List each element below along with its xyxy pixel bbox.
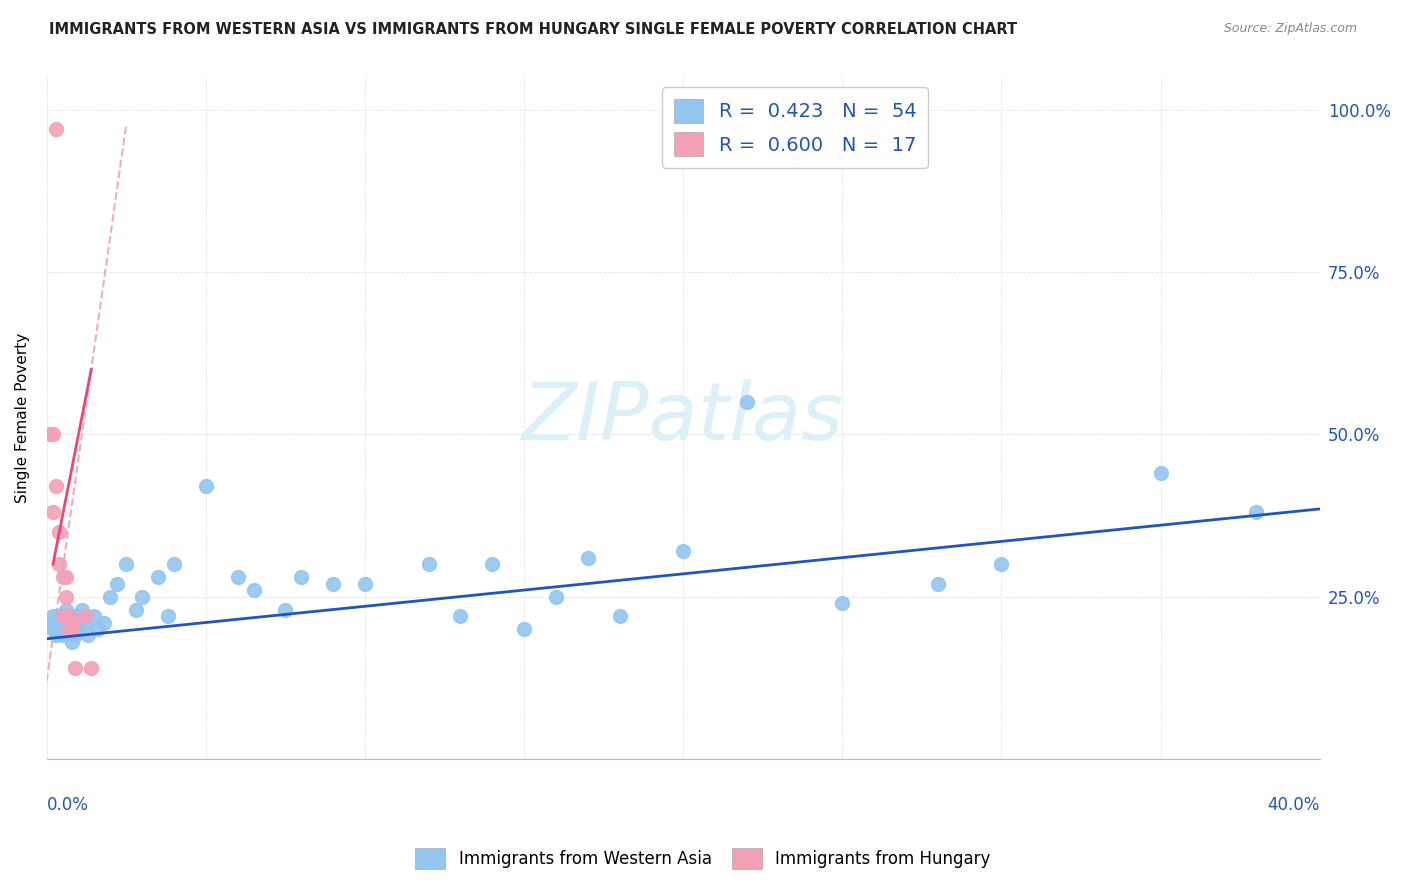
Point — [48, 557, 70, 571]
Point — [131, 590, 153, 604]
Point — [513, 622, 536, 636]
Point — [990, 557, 1012, 571]
Point — [67, 622, 90, 636]
Point — [42, 505, 65, 519]
Point — [45, 479, 67, 493]
Point — [194, 479, 217, 493]
Text: 0.0%: 0.0% — [46, 797, 89, 814]
Point — [42, 427, 65, 442]
Point — [98, 590, 121, 604]
Point — [481, 557, 503, 571]
Text: ZIPatlas: ZIPatlas — [522, 379, 844, 457]
Point — [55, 570, 77, 584]
Point — [93, 615, 115, 630]
Text: 40.0%: 40.0% — [1267, 797, 1320, 814]
Point — [65, 628, 87, 642]
Point — [735, 395, 758, 409]
Point — [1149, 467, 1171, 481]
Point — [48, 609, 70, 624]
Point — [354, 576, 377, 591]
Point — [42, 622, 65, 636]
Point — [115, 557, 138, 571]
Point — [146, 570, 169, 584]
Point — [163, 557, 186, 571]
Point — [86, 622, 108, 636]
Point — [55, 590, 77, 604]
Point — [52, 628, 75, 642]
Point — [322, 576, 344, 591]
Point — [38, 427, 60, 442]
Point — [73, 615, 96, 630]
Point — [156, 609, 179, 624]
Point — [45, 628, 67, 642]
Point — [60, 635, 83, 649]
Point — [544, 590, 567, 604]
Point — [449, 609, 471, 624]
Point — [52, 609, 75, 624]
Point — [274, 602, 297, 616]
Point — [1244, 505, 1267, 519]
Point — [60, 615, 83, 630]
Point — [80, 661, 103, 675]
Point — [60, 609, 83, 624]
Point — [55, 602, 77, 616]
Point — [38, 615, 60, 630]
Point — [70, 602, 93, 616]
Point — [73, 609, 96, 624]
Point — [58, 615, 80, 630]
Point — [67, 609, 90, 624]
Point — [290, 570, 312, 584]
Point — [242, 583, 264, 598]
Point — [45, 615, 67, 630]
Point — [83, 609, 105, 624]
Point — [125, 602, 148, 616]
Text: IMMIGRANTS FROM WESTERN ASIA VS IMMIGRANTS FROM HUNGARY SINGLE FEMALE POVERTY CO: IMMIGRANTS FROM WESTERN ASIA VS IMMIGRAN… — [49, 22, 1018, 37]
Point — [42, 609, 65, 624]
Point — [672, 544, 695, 558]
Point — [48, 622, 70, 636]
Legend: Immigrants from Western Asia, Immigrants from Hungary: Immigrants from Western Asia, Immigrants… — [409, 842, 997, 875]
Point — [48, 524, 70, 539]
Point — [609, 609, 631, 624]
Point — [105, 576, 128, 591]
Point — [45, 122, 67, 136]
Point — [77, 628, 100, 642]
Point — [60, 622, 83, 636]
Legend: R =  0.423   N =  54, R =  0.600   N =  17: R = 0.423 N = 54, R = 0.600 N = 17 — [662, 87, 928, 168]
Point — [65, 615, 87, 630]
Point — [55, 609, 77, 624]
Text: Source: ZipAtlas.com: Source: ZipAtlas.com — [1223, 22, 1357, 36]
Point — [418, 557, 440, 571]
Point — [52, 615, 75, 630]
Point — [58, 622, 80, 636]
Point — [226, 570, 249, 584]
Point — [58, 609, 80, 624]
Point — [927, 576, 949, 591]
Point — [576, 550, 599, 565]
Point — [65, 661, 87, 675]
Point — [831, 596, 853, 610]
Point — [58, 622, 80, 636]
Y-axis label: Single Female Poverty: Single Female Poverty — [15, 333, 30, 503]
Point — [52, 570, 75, 584]
